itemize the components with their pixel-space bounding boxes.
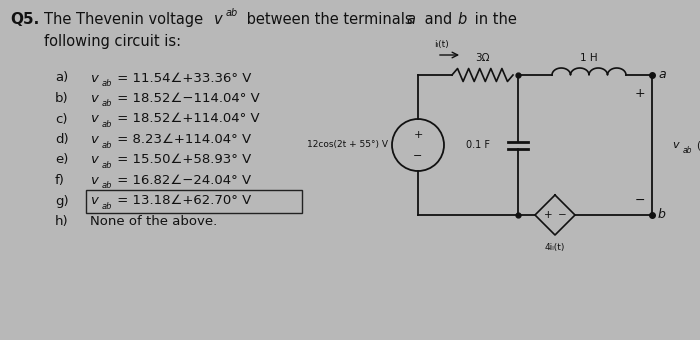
- Text: = 16.82∠−24.04° V: = 16.82∠−24.04° V: [113, 174, 251, 187]
- Text: g): g): [55, 194, 69, 207]
- Text: 1 H: 1 H: [580, 53, 598, 63]
- Text: −: −: [413, 151, 423, 161]
- Text: a): a): [55, 71, 69, 85]
- Text: = 18.52∠+114.04° V: = 18.52∠+114.04° V: [113, 113, 260, 125]
- Text: v: v: [90, 174, 98, 187]
- Text: = 18.52∠−114.04° V: = 18.52∠−114.04° V: [113, 92, 260, 105]
- Text: v: v: [90, 194, 98, 207]
- Text: following circuit is:: following circuit is:: [44, 34, 181, 49]
- Text: in the: in the: [470, 12, 517, 27]
- Text: v: v: [90, 92, 98, 105]
- Text: ab: ab: [102, 202, 112, 211]
- Text: a: a: [406, 12, 415, 27]
- Text: ab: ab: [683, 146, 692, 155]
- Text: +: +: [544, 210, 552, 220]
- Text: +: +: [635, 86, 645, 100]
- Text: v: v: [90, 153, 98, 167]
- Text: h): h): [55, 215, 69, 228]
- Text: None of the above.: None of the above.: [90, 215, 217, 228]
- Text: 4iₗ(t): 4iₗ(t): [545, 243, 565, 252]
- Text: ab: ab: [102, 182, 112, 190]
- Text: ab: ab: [102, 161, 112, 170]
- Text: ab: ab: [102, 79, 112, 88]
- Text: between the terminals: between the terminals: [242, 12, 417, 27]
- Text: v: v: [672, 140, 678, 150]
- Text: 12cos(2t + 55°) V: 12cos(2t + 55°) V: [307, 140, 388, 150]
- Text: iₗ(t): iₗ(t): [434, 40, 449, 49]
- Text: = 15.50∠+58.93° V: = 15.50∠+58.93° V: [113, 153, 251, 167]
- Text: b: b: [658, 208, 666, 221]
- Text: d): d): [55, 133, 69, 146]
- Text: −: −: [558, 210, 566, 220]
- Text: v: v: [90, 133, 98, 146]
- Text: +: +: [413, 130, 423, 140]
- Text: v: v: [214, 12, 223, 27]
- Text: b): b): [55, 92, 69, 105]
- Text: 0.1 F: 0.1 F: [466, 140, 490, 150]
- Text: = 11.54∠+33.36° V: = 11.54∠+33.36° V: [113, 71, 251, 85]
- Text: (t): (t): [696, 140, 700, 150]
- Text: = 8.23∠+114.04° V: = 8.23∠+114.04° V: [113, 133, 251, 146]
- Text: 3Ω: 3Ω: [475, 53, 490, 63]
- Text: ab: ab: [226, 8, 238, 18]
- Text: ab: ab: [102, 100, 112, 108]
- Text: v: v: [90, 71, 98, 85]
- Text: a: a: [658, 68, 666, 82]
- Text: v: v: [90, 113, 98, 125]
- Text: −: −: [635, 193, 645, 206]
- Text: f): f): [55, 174, 65, 187]
- Text: = 13.18∠+62.70° V: = 13.18∠+62.70° V: [113, 194, 251, 207]
- FancyBboxPatch shape: [86, 190, 302, 213]
- Text: ab: ab: [102, 120, 112, 129]
- Text: and: and: [420, 12, 457, 27]
- Text: The Thevenin voltage: The Thevenin voltage: [44, 12, 208, 27]
- Text: b: b: [457, 12, 466, 27]
- Text: Q5.: Q5.: [10, 12, 39, 27]
- Text: c): c): [55, 113, 67, 125]
- Text: ab: ab: [102, 140, 112, 150]
- Text: e): e): [55, 153, 69, 167]
